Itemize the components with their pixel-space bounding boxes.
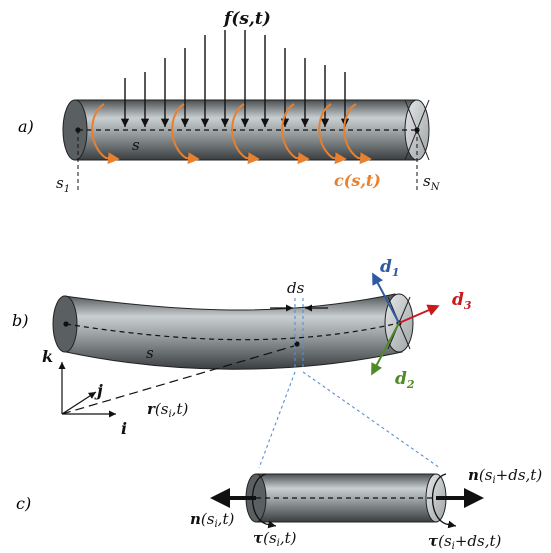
tau-left-label: τ(si,t) — [253, 529, 297, 549]
moment-left-arc — [252, 473, 277, 529]
panel-b-label: b) — [12, 311, 28, 330]
i-label: i — [121, 419, 127, 438]
n-right-label: n(si+ds,t) — [468, 466, 542, 486]
panel-c: c) n(si+ds,t) n(si,t) τ(si,t) τ(si+ds,t) — [16, 466, 542, 552]
position-vector — [61, 345, 295, 415]
couple-arcs — [91, 103, 372, 165]
arc-length-label: s — [132, 136, 140, 154]
zoom-line-left — [258, 371, 296, 469]
rod-c — [245, 473, 447, 523]
d2-label: d2 — [395, 369, 415, 391]
n-left-label: n(si,t) — [190, 510, 234, 530]
k-label: k — [42, 347, 53, 366]
panel-c-label: c) — [16, 494, 31, 513]
j-label: j — [94, 381, 103, 400]
rod-a — [62, 99, 430, 161]
s1-label: s1 — [56, 174, 70, 195]
zoom-line-right — [302, 371, 441, 469]
d1-label: d1 — [380, 257, 400, 279]
ds-slice: ds — [270, 279, 328, 370]
force-arrows — [120, 30, 350, 127]
directors: d1 d3 d2 — [371, 257, 472, 391]
rod-b — [52, 293, 414, 370]
panel-a: a) — [18, 9, 441, 195]
ds-label: ds — [287, 279, 305, 297]
tau-right-label: τ(si+ds,t) — [428, 532, 502, 552]
moment-right-arc — [432, 473, 457, 529]
panel-b: b) ds d1 d3 d2 — [12, 257, 472, 469]
sN-label: sN — [423, 172, 441, 193]
couple-label: c(s,t) — [334, 171, 381, 190]
panel-a-label: a) — [18, 117, 34, 136]
coordinate-frame: k j i — [42, 347, 127, 438]
arc-length-label-b: s — [146, 344, 154, 362]
position-vector-label: r(si,t) — [147, 400, 188, 420]
force-label: f(s,t) — [223, 9, 271, 29]
d3-label: d3 — [452, 290, 472, 312]
